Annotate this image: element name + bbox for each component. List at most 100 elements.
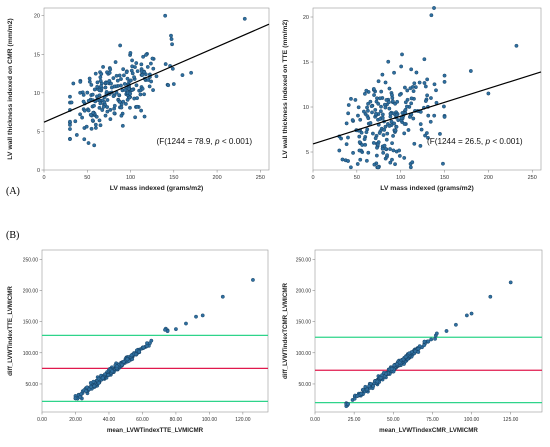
data-point — [390, 96, 395, 100]
data-point — [103, 113, 108, 118]
data-point — [514, 43, 519, 48]
data-point — [105, 109, 110, 114]
data-point — [364, 130, 369, 135]
data-point — [376, 101, 381, 106]
data-point — [384, 137, 389, 142]
data-point — [68, 119, 72, 124]
data-point — [139, 108, 144, 113]
data-point — [123, 88, 128, 92]
data-point — [122, 82, 127, 86]
data-point — [163, 327, 167, 332]
data-point — [393, 162, 397, 167]
data-point — [170, 42, 174, 47]
data-point — [87, 76, 92, 81]
data-point — [360, 143, 365, 147]
data-point — [442, 115, 447, 119]
data-point — [100, 376, 105, 380]
data-point — [442, 73, 447, 78]
y-tick-label: 250.00 — [23, 257, 39, 263]
data-point — [251, 278, 255, 282]
data-point — [362, 91, 367, 96]
data-point — [486, 91, 491, 96]
data-point — [107, 79, 112, 83]
data-point — [371, 384, 376, 389]
x-tick-label: 50 — [354, 175, 360, 181]
data-point — [380, 146, 385, 151]
data-point — [411, 116, 416, 121]
data-point — [416, 346, 421, 351]
data-point — [184, 321, 188, 326]
data-point — [145, 65, 150, 69]
data-point — [140, 73, 145, 77]
data-point — [400, 111, 405, 115]
data-point — [380, 115, 385, 120]
f-test-annotation: (F(1244 = 78.9, p < 0.001) — [157, 137, 253, 146]
data-point — [429, 337, 434, 342]
data-point — [386, 59, 391, 64]
data-point — [138, 92, 143, 97]
data-point — [98, 75, 103, 80]
data-point — [97, 118, 102, 123]
data-point — [390, 99, 395, 104]
data-point — [151, 88, 155, 92]
data-point — [88, 112, 93, 117]
data-point — [407, 351, 412, 356]
x-axis-label: mean_LVWTindexTTE_LVMICMR — [107, 427, 204, 434]
data-point — [73, 396, 78, 401]
data-point — [387, 106, 392, 111]
data-point — [408, 86, 413, 91]
data-point — [418, 143, 423, 148]
panel-b-label: (B) — [6, 230, 20, 241]
data-point — [362, 137, 367, 142]
data-point — [97, 88, 102, 93]
data-point — [387, 100, 391, 105]
data-point — [353, 98, 358, 102]
data-point — [146, 78, 151, 82]
data-point — [110, 369, 114, 374]
data-point — [381, 133, 386, 137]
data-point — [96, 381, 101, 385]
x-tick-label: 0 — [42, 175, 45, 181]
data-point — [359, 391, 364, 396]
data-point — [410, 160, 415, 165]
data-point — [242, 16, 247, 21]
y-tick-label: 15 — [303, 60, 309, 66]
data-point — [384, 371, 389, 376]
data-point — [375, 142, 380, 147]
data-point — [144, 53, 148, 57]
data-point — [434, 88, 438, 93]
data-point — [400, 52, 404, 57]
data-point — [99, 71, 104, 76]
chart-bland-altman-tte: 0.00 20.00 40.00 60.00 80.00 100.00 120.00 50.0… — [7, 249, 269, 434]
data-point — [366, 116, 371, 121]
y-tick-label: 50.00 — [298, 382, 311, 388]
data-point — [109, 81, 113, 86]
data-point — [356, 105, 361, 110]
data-point — [397, 360, 402, 365]
x-tick-label: 150 — [440, 175, 449, 181]
data-point — [92, 384, 97, 388]
data-point — [385, 153, 389, 158]
data-point — [403, 100, 408, 105]
data-point — [189, 70, 194, 75]
data-point — [392, 121, 397, 126]
data-point — [97, 105, 102, 110]
data-point — [68, 94, 72, 99]
data-point — [68, 127, 72, 131]
data-point — [346, 402, 351, 407]
data-point — [82, 137, 87, 142]
data-point — [125, 76, 130, 81]
data-point — [389, 367, 394, 371]
data-point — [351, 150, 355, 155]
data-point — [355, 162, 360, 166]
data-point — [365, 105, 369, 110]
data-point — [111, 94, 116, 99]
data-point — [135, 104, 140, 109]
data-point — [141, 345, 146, 350]
f-test-annotation: (F(1244 = 26.5, p < 0.001) — [427, 137, 523, 146]
data-point — [134, 83, 139, 88]
data-point — [150, 56, 155, 61]
data-point — [122, 73, 126, 78]
data-point — [402, 122, 407, 126]
